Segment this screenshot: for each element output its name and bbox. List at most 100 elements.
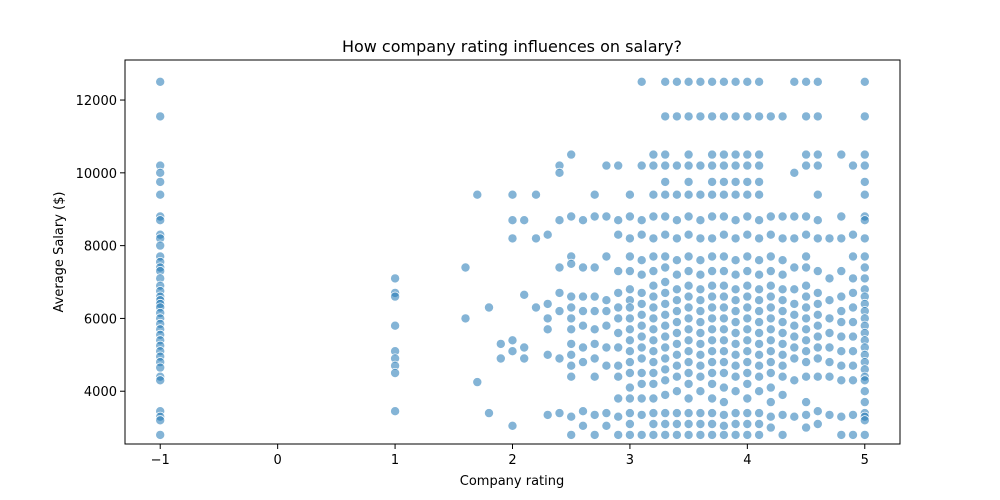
data-point: [730, 189, 741, 200]
data-point: [660, 211, 671, 222]
data-point: [789, 375, 800, 386]
data-point: [718, 160, 729, 171]
data-point: [613, 360, 624, 371]
data-point: [859, 273, 870, 284]
data-point: [836, 266, 847, 277]
data-point: [848, 317, 859, 328]
data-point: [836, 291, 847, 302]
data-point: [566, 349, 577, 360]
data-point: [730, 408, 741, 419]
data-point: [472, 377, 483, 388]
data-point: [671, 215, 682, 226]
data-point: [648, 357, 659, 368]
data-point: [742, 324, 753, 335]
data-point: [671, 189, 682, 200]
data-point: [718, 420, 729, 431]
data-point: [707, 346, 718, 357]
data-point: [801, 211, 812, 222]
data-point: [578, 320, 589, 331]
data-point: [601, 420, 612, 431]
data-point: [624, 284, 635, 295]
data-point: [789, 211, 800, 222]
data-point: [765, 302, 776, 313]
data-point: [390, 406, 401, 417]
data-point: [519, 353, 530, 364]
x-tick-label: 5: [861, 453, 869, 468]
data-point: [707, 367, 718, 378]
data-point: [683, 302, 694, 313]
data-point: [801, 422, 812, 433]
data-point: [730, 149, 741, 160]
data-point: [730, 111, 741, 122]
data-point: [730, 215, 741, 226]
data-point: [836, 317, 847, 328]
data-point: [777, 429, 788, 440]
data-point: [765, 357, 776, 368]
data-point: [695, 306, 706, 317]
data-point: [542, 409, 553, 420]
data-point: [636, 409, 647, 420]
data-point: [754, 176, 765, 187]
data-point: [155, 429, 166, 440]
x-tick-label: 1: [391, 453, 399, 468]
data-point: [683, 189, 694, 200]
data-point: [789, 342, 800, 353]
data-point: [836, 149, 847, 160]
data-point: [671, 295, 682, 306]
data-point: [671, 386, 682, 397]
x-tick-label: 3: [626, 453, 634, 468]
data-point: [648, 346, 659, 357]
data-point: [742, 393, 753, 404]
data-point: [801, 357, 812, 368]
data-point: [683, 211, 694, 222]
data-point: [765, 251, 776, 262]
data-point: [578, 262, 589, 273]
data-point: [718, 176, 729, 187]
data-point: [848, 273, 859, 284]
data-point: [707, 324, 718, 335]
data-point: [777, 317, 788, 328]
data-point: [589, 371, 600, 382]
data-point: [648, 324, 659, 335]
data-point: [613, 266, 624, 277]
data-point: [613, 160, 624, 171]
data-point: [754, 317, 765, 328]
data-point: [812, 371, 823, 382]
data-point: [683, 266, 694, 277]
data-point: [554, 287, 565, 298]
data-point: [683, 393, 694, 404]
data-point: [660, 76, 671, 87]
x-tick-label: 2: [508, 453, 516, 468]
data-point: [589, 211, 600, 222]
data-point: [613, 313, 624, 324]
data-point: [801, 111, 812, 122]
data-point: [542, 349, 553, 360]
data-point: [812, 111, 823, 122]
data-point: [730, 176, 741, 187]
data-point: [671, 418, 682, 429]
x-tick-label: 0: [274, 453, 282, 468]
data-point: [695, 284, 706, 295]
data-point: [707, 189, 718, 200]
data-point: [390, 320, 401, 331]
data-point: [695, 76, 706, 87]
data-point: [707, 393, 718, 404]
data-point: [531, 189, 542, 200]
data-point: [707, 429, 718, 440]
data-point: [566, 313, 577, 324]
data-point: [624, 335, 635, 346]
data-point: [671, 306, 682, 317]
data-point: [155, 167, 166, 178]
data-point: [601, 408, 612, 419]
data-point: [742, 367, 753, 378]
data-point: [636, 393, 647, 404]
data-point: [812, 76, 823, 87]
data-point: [660, 149, 671, 160]
data-point: [742, 302, 753, 313]
data-point: [765, 422, 776, 433]
data-point: [718, 346, 729, 357]
data-point: [460, 313, 471, 324]
data-point: [824, 313, 835, 324]
data-point: [801, 76, 812, 87]
data-point: [765, 211, 776, 222]
